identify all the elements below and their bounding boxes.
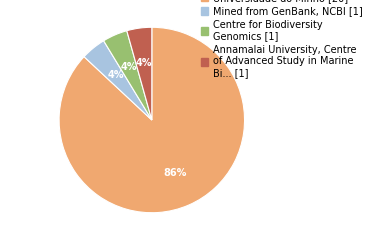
- Wedge shape: [59, 27, 245, 213]
- Text: 4%: 4%: [107, 70, 124, 80]
- Wedge shape: [104, 31, 152, 120]
- Wedge shape: [127, 27, 152, 120]
- Legend: Universidade do Minho [20], Mined from GenBank, NCBI [1], Centre for Biodiversit: Universidade do Minho [20], Mined from G…: [201, 0, 363, 78]
- Text: 4%: 4%: [136, 58, 152, 68]
- Text: 4%: 4%: [121, 62, 137, 72]
- Wedge shape: [84, 41, 152, 120]
- Text: 86%: 86%: [163, 168, 187, 178]
